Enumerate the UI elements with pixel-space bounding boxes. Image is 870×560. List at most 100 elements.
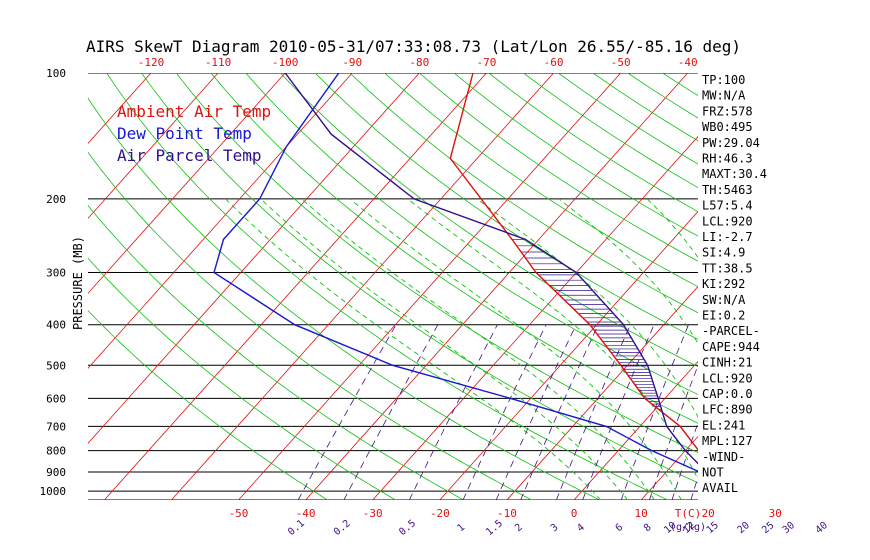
dry-adiabat-line <box>767 73 870 500</box>
mixing-unit-label: (g/kg) <box>670 522 706 533</box>
series-point <box>294 324 296 326</box>
mixing-ratio-tick-label: 6 <box>614 522 626 534</box>
pressure-tick-label: 700 <box>46 420 66 433</box>
mixing-ratio-tick-label: 15 <box>705 520 721 536</box>
moist-adiabat-line <box>558 198 698 345</box>
pressure-tick-label: 900 <box>46 466 66 479</box>
dry-adiabat-line <box>314 73 698 340</box>
series-point <box>213 271 215 274</box>
dry-adiabat-line <box>106 73 668 500</box>
series-point <box>511 238 513 240</box>
stability-index-item: TT:38.5 <box>702 261 753 275</box>
mixing-ratio-tick-label: 1.5 <box>484 518 505 538</box>
series-point <box>480 198 482 200</box>
dry-adiabat-line <box>88 204 464 500</box>
stability-index-item: RH:46.3 <box>702 152 753 166</box>
stability-index-item: LCL:920 <box>702 214 753 228</box>
series-point <box>763 491 764 492</box>
isotherm-line <box>439 210 698 500</box>
series-point <box>472 73 474 74</box>
bottom-temp-tick-label: -30 <box>363 507 383 520</box>
series-point <box>679 425 681 427</box>
isotherm-line <box>171 73 554 500</box>
stability-index-item: MAXT:30.4 <box>702 167 767 181</box>
isotherm-line <box>842 73 870 500</box>
y-axis-label: PRESSURE (MB) <box>71 236 85 330</box>
top-temp-tick-label: -60 <box>544 56 564 69</box>
series-point <box>510 397 512 399</box>
isotherm-line <box>88 73 219 219</box>
stability-index-item: CAPE:944 <box>702 340 760 354</box>
bottom-temp-tick-label: 10 <box>634 507 647 520</box>
legend-entry: Dew Point Temp <box>117 124 252 143</box>
isotherm-line <box>0 73 17 500</box>
bottom-temp-tick-label: -50 <box>229 507 249 520</box>
mixing-ratio-line <box>823 325 868 500</box>
pressure-tick-label: 500 <box>46 359 66 372</box>
pressure-tick-label: 600 <box>46 392 66 405</box>
series-point <box>392 364 394 366</box>
legend-entry: Air Parcel Temp <box>117 146 262 165</box>
mixing-ratio-tick-label: 0.5 <box>397 518 418 538</box>
mixing-ratio-tick-label: 30 <box>781 520 797 536</box>
series-point <box>763 491 764 492</box>
mixing-ratio-tick-label: 20 <box>736 520 752 536</box>
series-point <box>524 238 527 240</box>
stability-index-item: EL:241 <box>702 418 745 432</box>
moist-adiabat-line <box>301 198 655 500</box>
top-temp-tick-label: -50 <box>611 56 631 69</box>
dry-adiabat-line <box>88 151 532 500</box>
mixing-ratio-line <box>520 324 599 500</box>
pressure-tick-label: 400 <box>46 319 66 332</box>
dry-adiabat-line <box>384 73 698 288</box>
isotherm-line <box>573 360 698 500</box>
series-point <box>589 324 591 326</box>
series-point <box>605 425 607 427</box>
isotherm-line <box>238 73 621 500</box>
pressure-tick-label: 800 <box>46 445 66 458</box>
series-point <box>622 324 625 326</box>
stability-index-item: EI:0.2 <box>702 309 745 323</box>
stability-index-item: KI:292 <box>702 277 745 291</box>
legend-entry: Ambient Air Temp <box>117 102 271 121</box>
top-temp-tick-label: -110 <box>205 56 232 69</box>
bottom-temp-tick-label: 30 <box>769 507 782 520</box>
stability-index-item: L57:5.4 <box>702 199 753 213</box>
series-point <box>733 471 734 472</box>
stability-index-item: -WIND- <box>702 450 745 464</box>
moist-adiabat-line <box>260 198 629 500</box>
series-point <box>666 425 668 427</box>
legend: Ambient Air Temp Dew Point Temp Air Parcel… <box>117 102 271 165</box>
series-point <box>647 364 649 366</box>
bottom-temp-tick-label: -20 <box>430 507 450 520</box>
series-point <box>222 238 225 240</box>
series-point <box>684 450 686 452</box>
mixing-ratio-line <box>556 324 631 500</box>
series-point <box>413 198 415 200</box>
series-point <box>285 146 287 148</box>
dry-adiabat-line <box>141 73 698 484</box>
stability-index-item: CINH:21 <box>702 356 753 370</box>
mixing-ratio-tick-label: 0.2 <box>332 518 353 538</box>
bottom-temp-tick-label: 20 <box>702 507 715 520</box>
stability-index-item: FRZ:578 <box>702 104 753 118</box>
moist-adiabat-line <box>349 198 682 500</box>
series-point <box>330 133 332 135</box>
pressure-tick-label: 300 <box>46 267 66 280</box>
mixing-ratio-tick-label: 0.1 <box>286 518 307 538</box>
series-point <box>535 271 537 274</box>
mixing-ratio-line <box>297 324 397 500</box>
stability-index-item: TP:100 <box>702 73 745 87</box>
series-point <box>698 450 699 451</box>
moist-adiabat-line <box>476 198 698 418</box>
top-temp-tick-label: -120 <box>138 56 165 69</box>
isotherm-line <box>506 285 698 500</box>
dry-adiabat-line <box>662 73 698 96</box>
top-temp-tick-label: -40 <box>678 56 698 69</box>
isotherm-line <box>372 135 698 500</box>
stability-index-item: SI:4.9 <box>702 246 745 260</box>
bottom-temp-tick-label: -10 <box>497 507 517 520</box>
top-temp-tick-label: -70 <box>477 56 497 69</box>
